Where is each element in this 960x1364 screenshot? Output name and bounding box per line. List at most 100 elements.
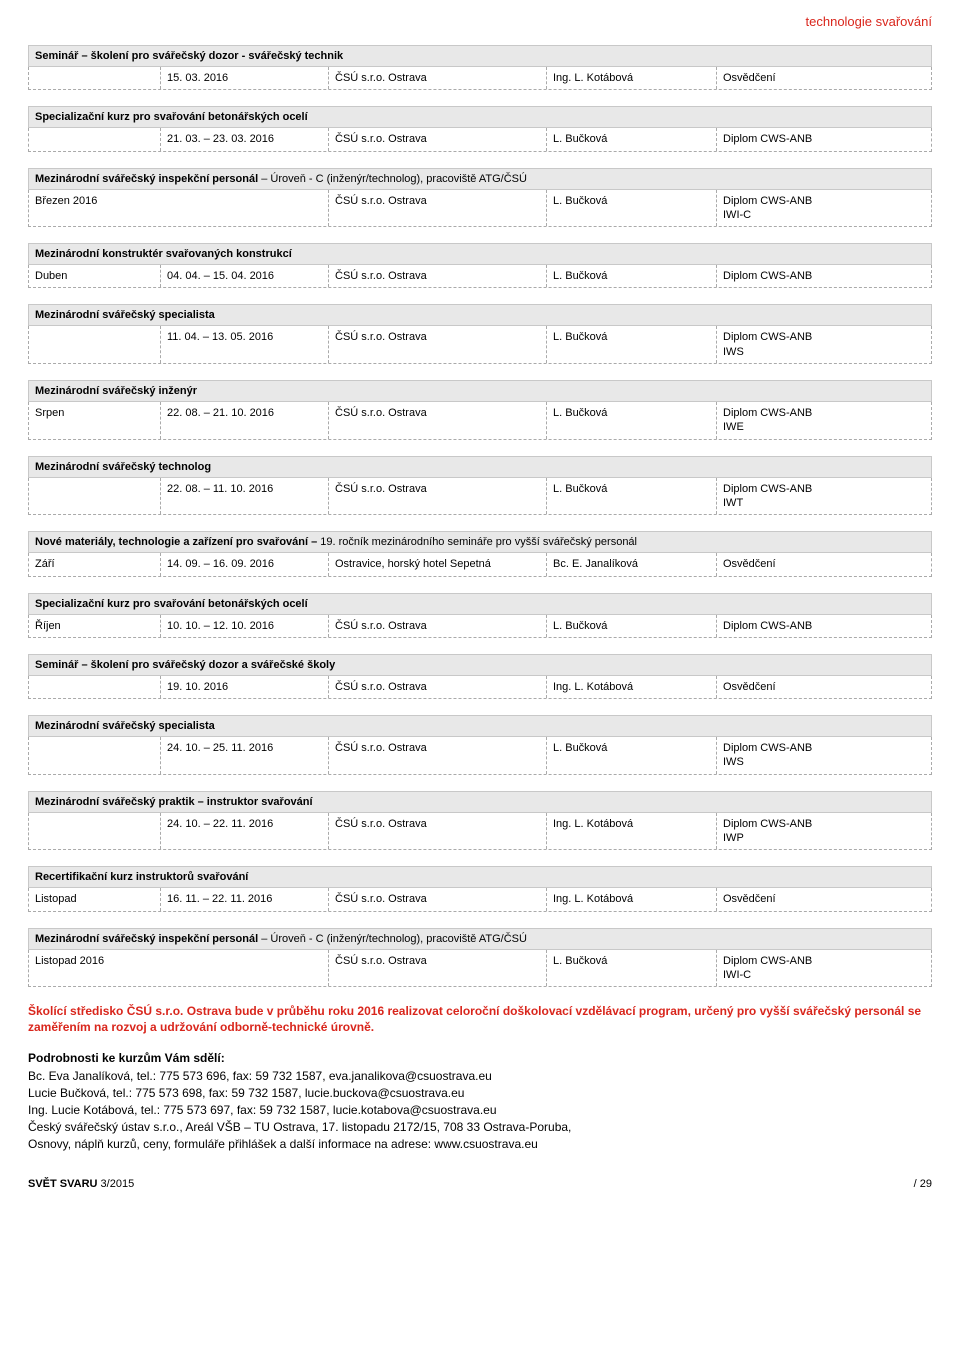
cell-person: L. Bučková: [547, 950, 717, 987]
cell-location: ČSÚ s.r.o. Ostrava: [329, 326, 547, 363]
course-row: Duben04. 04. – 15. 04. 2016ČSÚ s.r.o. Os…: [28, 265, 932, 288]
cell-date: 24. 10. – 22. 11. 2016: [161, 813, 329, 850]
course-section: Nové materiály, technologie a zařízení p…: [28, 531, 932, 576]
section-title: Mezinárodní konstruktér svařovaných kons…: [28, 243, 932, 265]
cell-date: 04. 04. – 15. 04. 2016: [161, 265, 329, 287]
course-row: Srpen22. 08. – 21. 10. 2016ČSÚ s.r.o. Os…: [28, 402, 932, 440]
course-section: Mezinárodní svářečský inženýrSrpen22. 08…: [28, 380, 932, 440]
course-section: Specializační kurz pro svařování betonář…: [28, 593, 932, 638]
section-title: Mezinárodní svářečský specialista: [28, 304, 932, 326]
cell-location: ČSÚ s.r.o. Ostrava: [329, 128, 547, 150]
cell-cert: Diplom CWS-ANB IWE: [717, 402, 931, 439]
cell-cert: Diplom CWS-ANB IWP: [717, 813, 931, 850]
cell-location: ČSÚ s.r.o. Ostrava: [329, 676, 547, 698]
cell-period: Březen 2016: [29, 190, 329, 227]
cell-person: L. Bučková: [547, 128, 717, 150]
section-title: Mezinárodní svářečský praktik – instrukt…: [28, 791, 932, 813]
cell-period: Listopad 2016: [29, 950, 329, 987]
cell-month: [29, 676, 161, 698]
cell-cert: Osvědčení: [717, 676, 931, 698]
section-title: Mezinárodní svářečský inspekční personál…: [28, 928, 932, 950]
section-title: Specializační kurz pro svařování betonář…: [28, 593, 932, 615]
cell-cert: Diplom CWS-ANB: [717, 265, 931, 287]
cell-cert: Osvědčení: [717, 553, 931, 575]
page-footer: SVĚT SVARU 3/2015 / 29: [28, 1178, 932, 1190]
cell-location: ČSÚ s.r.o. Ostrava: [329, 737, 547, 774]
course-section: Specializační kurz pro svařování betonář…: [28, 106, 932, 151]
cell-location: ČSÚ s.r.o. Ostrava: [329, 265, 547, 287]
cell-person: Ing. L. Kotábová: [547, 67, 717, 89]
cell-date: 14. 09. – 16. 09. 2016: [161, 553, 329, 575]
cell-month: [29, 128, 161, 150]
cell-month: Duben: [29, 265, 161, 287]
section-title: Mezinárodní svářečský specialista: [28, 715, 932, 737]
cell-cert: Diplom CWS-ANB IWI-C: [717, 950, 931, 987]
course-section: Recertifikační kurz instruktorů svařován…: [28, 866, 932, 911]
cell-person: Bc. E. Janalíková: [547, 553, 717, 575]
section-title: Seminář – školení pro svářečský dozor a …: [28, 654, 932, 676]
cell-date: 24. 10. – 25. 11. 2016: [161, 737, 329, 774]
cell-date: 19. 10. 2016: [161, 676, 329, 698]
course-row: 15. 03. 2016ČSÚ s.r.o. OstravaIng. L. Ko…: [28, 67, 932, 90]
cell-person: L. Bučková: [547, 402, 717, 439]
contact-line: Ing. Lucie Kotábová, tel.: 775 573 697, …: [28, 1102, 932, 1119]
course-section: Mezinárodní svářečský inspekční personál…: [28, 928, 932, 988]
cell-person: L. Bučková: [547, 737, 717, 774]
course-row: Září14. 09. – 16. 09. 2016Ostravice, hor…: [28, 553, 932, 576]
course-section: Mezinárodní svářečský specialista24. 10.…: [28, 715, 932, 775]
contacts-block: Podrobnosti ke kurzům Vám sdělí: Bc. Eva…: [28, 1050, 932, 1153]
cell-person: L. Bučková: [547, 478, 717, 515]
footer-page-number: / 29: [914, 1178, 932, 1190]
cell-month: Listopad: [29, 888, 161, 910]
cell-person: Ing. L. Kotábová: [547, 888, 717, 910]
cell-cert: Osvědčení: [717, 67, 931, 89]
section-title: Mezinárodní svářečský technolog: [28, 456, 932, 478]
course-section: Seminář – školení pro svářečský dozor a …: [28, 654, 932, 699]
cell-date: 22. 08. – 21. 10. 2016: [161, 402, 329, 439]
cell-date: 10. 10. – 12. 10. 2016: [161, 615, 329, 637]
cell-location: ČSÚ s.r.o. Ostrava: [329, 950, 547, 987]
course-row: 24. 10. – 25. 11. 2016ČSÚ s.r.o. Ostrava…: [28, 737, 932, 775]
cell-month: [29, 478, 161, 515]
course-row: Říjen10. 10. – 12. 10. 2016ČSÚ s.r.o. Os…: [28, 615, 932, 638]
cell-person: L. Bučková: [547, 326, 717, 363]
cell-date: 21. 03. – 23. 03. 2016: [161, 128, 329, 150]
cell-date: 22. 08. – 11. 10. 2016: [161, 478, 329, 515]
cell-person: Ing. L. Kotábová: [547, 813, 717, 850]
cell-cert: Diplom CWS-ANB IWS: [717, 737, 931, 774]
cell-month: Srpen: [29, 402, 161, 439]
cell-cert: Diplom CWS-ANB IWT: [717, 478, 931, 515]
header-category: technologie svařování: [28, 14, 932, 29]
cell-cert: Osvědčení: [717, 888, 931, 910]
course-section: Seminář – školení pro svářečský dozor - …: [28, 45, 932, 90]
section-title: Recertifikační kurz instruktorů svařován…: [28, 866, 932, 888]
cell-location: ČSÚ s.r.o. Ostrava: [329, 813, 547, 850]
course-row: Listopad 2016ČSÚ s.r.o. OstravaL. Bučkov…: [28, 950, 932, 988]
section-title: Seminář – školení pro svářečský dozor - …: [28, 45, 932, 67]
contact-line: Bc. Eva Janalíková, tel.: 775 573 696, f…: [28, 1068, 932, 1085]
contact-line: Osnovy, náplň kurzů, ceny, formuláře při…: [28, 1136, 932, 1153]
footer-left: SVĚT SVARU 3/2015: [28, 1178, 134, 1190]
cell-person: L. Bučková: [547, 615, 717, 637]
course-row: 19. 10. 2016ČSÚ s.r.o. OstravaIng. L. Ko…: [28, 676, 932, 699]
cell-cert: Diplom CWS-ANB: [717, 615, 931, 637]
section-title: Nové materiály, technologie a zařízení p…: [28, 531, 932, 553]
contact-line: Lucie Bučková, tel.: 775 573 698, fax: 5…: [28, 1085, 932, 1102]
section-title: Mezinárodní svářečský inženýr: [28, 380, 932, 402]
cell-cert: Diplom CWS-ANB: [717, 128, 931, 150]
section-title: Mezinárodní svářečský inspekční personál…: [28, 168, 932, 190]
contacts-heading: Podrobnosti ke kurzům Vám sdělí:: [28, 1050, 932, 1067]
course-section: Mezinárodní svářečský technolog22. 08. –…: [28, 456, 932, 516]
cell-date: 16. 11. – 22. 11. 2016: [161, 888, 329, 910]
course-section: Mezinárodní svářečský inspekční personál…: [28, 168, 932, 228]
course-section: Mezinárodní svářečský specialista11. 04.…: [28, 304, 932, 364]
cell-person: Ing. L. Kotábová: [547, 676, 717, 698]
contact-line: Český svářečský ústav s.r.o., Areál VŠB …: [28, 1119, 932, 1136]
cell-month: Říjen: [29, 615, 161, 637]
course-row: 22. 08. – 11. 10. 2016ČSÚ s.r.o. Ostrava…: [28, 478, 932, 516]
cell-location: ČSÚ s.r.o. Ostrava: [329, 190, 547, 227]
course-section: Mezinárodní konstruktér svařovaných kons…: [28, 243, 932, 288]
course-section: Mezinárodní svářečský praktik – instrukt…: [28, 791, 932, 851]
cell-person: L. Bučková: [547, 190, 717, 227]
course-row: Březen 2016ČSÚ s.r.o. OstravaL. BučkováD…: [28, 190, 932, 228]
